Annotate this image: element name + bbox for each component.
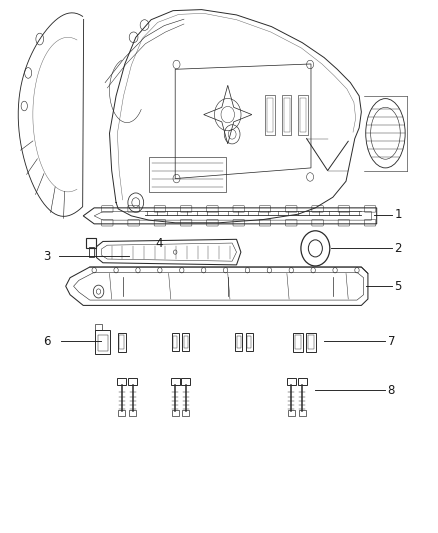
Bar (298, 378, 307, 385)
Text: 3: 3 (43, 250, 50, 263)
Text: 8: 8 (388, 384, 395, 397)
Bar (298, 95, 308, 134)
Bar (119, 335, 124, 349)
Bar (306, 333, 316, 352)
Bar (288, 410, 295, 416)
Bar (118, 333, 126, 352)
Bar (118, 410, 125, 416)
Bar (117, 378, 126, 385)
Bar (129, 410, 136, 416)
Bar (184, 336, 188, 349)
Bar (308, 335, 314, 349)
Bar (300, 98, 306, 132)
Bar (181, 378, 190, 385)
Bar (246, 334, 253, 351)
Bar (265, 95, 275, 134)
Bar (267, 98, 273, 132)
Bar (299, 410, 306, 416)
Bar (98, 335, 108, 351)
Bar (95, 330, 110, 354)
Bar (235, 334, 242, 351)
Text: 1: 1 (394, 208, 402, 221)
Text: 5: 5 (394, 280, 402, 293)
Bar (171, 378, 180, 385)
Bar (247, 336, 251, 349)
Text: 6: 6 (43, 335, 50, 348)
Bar (173, 336, 177, 349)
Bar (182, 334, 189, 351)
Bar (89, 247, 94, 257)
Bar (128, 378, 137, 385)
Text: 7: 7 (388, 335, 395, 348)
Bar (86, 238, 96, 248)
Text: 2: 2 (394, 242, 402, 255)
Bar (182, 410, 189, 416)
Text: 4: 4 (155, 237, 163, 250)
Bar (149, 157, 226, 192)
Bar (172, 334, 179, 351)
Bar (172, 410, 179, 416)
Bar (237, 336, 241, 349)
Bar (283, 98, 290, 132)
Bar (95, 324, 102, 330)
Bar (295, 335, 301, 349)
Bar (282, 95, 292, 134)
Bar (287, 378, 296, 385)
Bar (293, 333, 303, 352)
